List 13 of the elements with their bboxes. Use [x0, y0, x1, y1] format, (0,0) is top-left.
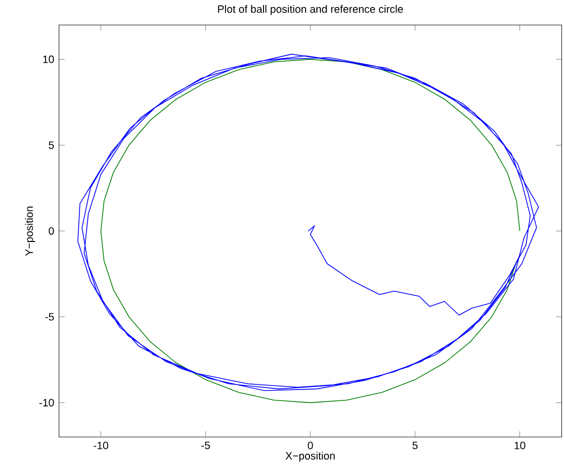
y-tick-label: 10 — [43, 56, 54, 64]
x-tick-label: 0 — [308, 442, 313, 450]
y-tick-label: -5 — [45, 313, 54, 321]
y-tick-label: -10 — [39, 398, 54, 406]
chart-title: Plot of ball position and reference circle — [218, 5, 403, 15]
x-axis-title: X−position — [286, 452, 335, 462]
x-tick-label: -5 — [201, 442, 210, 450]
x-tick-label: 10 — [514, 442, 526, 450]
x-tick-label: 5 — [412, 442, 418, 450]
x-tick-label: -10 — [94, 442, 108, 450]
y-tick-label: 5 — [48, 141, 54, 149]
y-axis-title: Y−position — [25, 206, 36, 256]
y-tick-label: 0 — [48, 227, 54, 235]
